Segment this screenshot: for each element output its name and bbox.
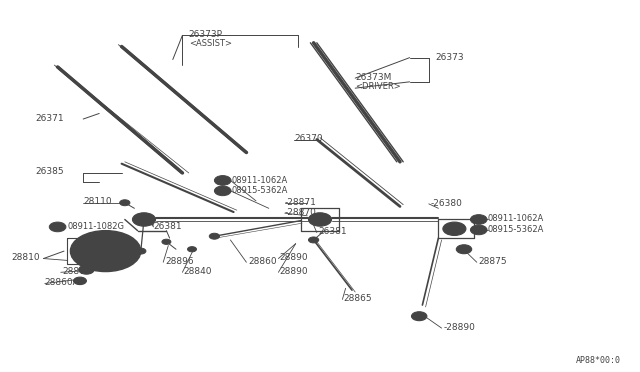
Circle shape (209, 233, 220, 239)
Text: <ASSIST>: <ASSIST> (189, 39, 232, 48)
Text: 28896: 28896 (165, 257, 194, 266)
Text: 08915-5362A: 08915-5362A (232, 186, 288, 195)
Text: -28870: -28870 (285, 208, 317, 217)
Text: 08915-5362A: 08915-5362A (488, 225, 544, 234)
Circle shape (443, 222, 466, 235)
Text: 28840: 28840 (184, 267, 212, 276)
Circle shape (132, 213, 156, 226)
Circle shape (214, 176, 231, 185)
Circle shape (120, 200, 130, 206)
Text: N: N (55, 224, 60, 230)
Text: 26385: 26385 (35, 167, 64, 176)
Text: 26373: 26373 (435, 53, 464, 62)
Circle shape (214, 186, 231, 196)
Text: 08911-1062A: 08911-1062A (488, 214, 544, 223)
Text: 08911-1062A: 08911-1062A (232, 176, 288, 185)
Text: 28810: 28810 (12, 253, 40, 262)
Text: -28871: -28871 (285, 198, 317, 207)
Circle shape (412, 312, 427, 321)
Circle shape (315, 217, 325, 222)
Circle shape (308, 237, 319, 243)
Text: N: N (220, 188, 225, 193)
Text: 28865: 28865 (344, 294, 372, 303)
Circle shape (70, 231, 141, 272)
Text: 26371: 26371 (35, 114, 64, 123)
Text: AP88*00:0: AP88*00:0 (576, 356, 621, 365)
Text: 28110: 28110 (83, 198, 112, 206)
Text: <DRIVER>: <DRIVER> (355, 82, 401, 91)
Text: 28860A: 28860A (45, 278, 79, 287)
Text: -28890: -28890 (444, 323, 476, 332)
Circle shape (449, 226, 460, 232)
Text: 28860: 28860 (248, 257, 277, 266)
Circle shape (83, 268, 90, 272)
Text: 28875: 28875 (478, 257, 507, 266)
Text: 26381: 26381 (154, 222, 182, 231)
Circle shape (49, 222, 66, 232)
Text: 08911-1082G: 08911-1082G (67, 222, 124, 231)
Circle shape (456, 245, 472, 254)
Circle shape (188, 247, 196, 252)
Circle shape (79, 265, 94, 274)
Circle shape (74, 277, 86, 285)
Circle shape (461, 247, 467, 251)
Text: N: N (220, 178, 225, 183)
Circle shape (470, 215, 487, 224)
Circle shape (92, 243, 120, 259)
Circle shape (470, 225, 487, 235)
Circle shape (139, 217, 149, 222)
Text: 28890: 28890 (280, 267, 308, 276)
Circle shape (416, 314, 422, 318)
Circle shape (162, 239, 171, 244)
Text: N: N (476, 217, 481, 222)
Text: 28872: 28872 (62, 267, 91, 276)
Text: 26370: 26370 (294, 134, 323, 143)
Text: 26373M: 26373M (355, 73, 392, 81)
Text: -26380: -26380 (431, 199, 463, 208)
Text: N: N (476, 227, 481, 232)
Circle shape (308, 213, 332, 226)
Text: 28890: 28890 (280, 253, 308, 262)
Circle shape (136, 248, 146, 254)
Text: 26381: 26381 (318, 227, 347, 236)
Text: 26373P: 26373P (189, 30, 223, 39)
